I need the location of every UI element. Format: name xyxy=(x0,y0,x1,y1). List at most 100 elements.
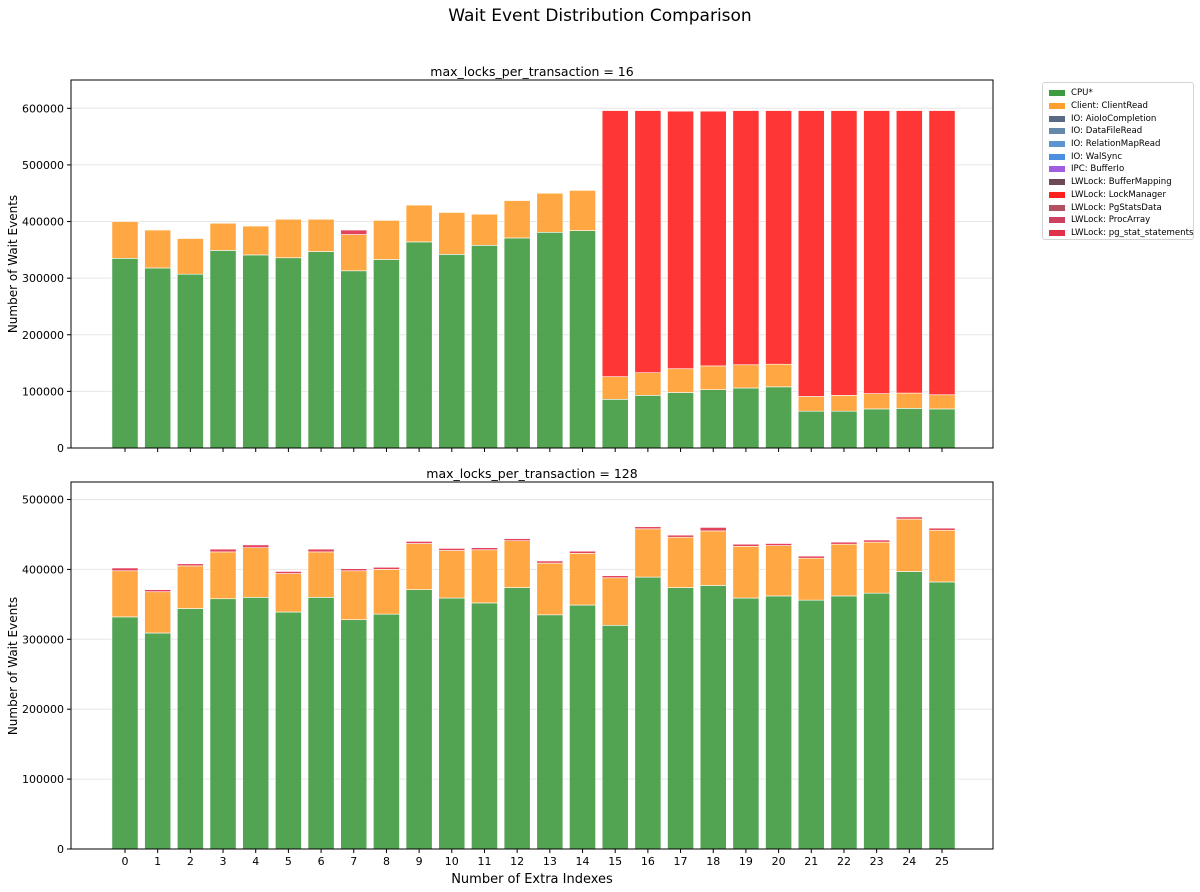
x-tick-label: 14 xyxy=(576,855,590,868)
bar-segment xyxy=(438,212,466,255)
bar-segment xyxy=(765,545,792,597)
bar-segment xyxy=(438,550,466,599)
legend-label: IO: RelationMapRead xyxy=(1071,139,1161,150)
bar-segment xyxy=(895,392,923,409)
bar-segment xyxy=(242,254,270,449)
bar-segment xyxy=(601,376,629,400)
bar-segment xyxy=(471,602,498,850)
legend-item: LWLock: pg_stat_statements xyxy=(1049,227,1193,240)
x-tick-label: 23 xyxy=(870,855,884,868)
bar-segment xyxy=(405,541,433,544)
bar-segment xyxy=(569,190,596,231)
subplot-bottom-bars xyxy=(111,516,956,850)
bar-segment xyxy=(111,258,139,449)
y-tick-label: 0 xyxy=(57,442,64,455)
bar-segment xyxy=(863,539,891,543)
x-tick-label: 12 xyxy=(510,855,524,868)
bar-segment xyxy=(928,394,956,410)
x-tick-label: 2 xyxy=(187,855,194,868)
bar-segment xyxy=(111,570,139,618)
bar-segment xyxy=(111,616,139,850)
bar-segment xyxy=(928,408,956,449)
legend-swatch xyxy=(1049,229,1065,236)
bar-segment xyxy=(863,393,891,410)
x-tick-label: 13 xyxy=(543,855,557,868)
bar-segment xyxy=(405,543,433,590)
bar-segment xyxy=(634,395,662,449)
legend-swatch xyxy=(1049,166,1065,173)
bar-segment xyxy=(536,560,564,564)
bar-segment xyxy=(373,220,400,260)
bar-segment xyxy=(928,527,956,531)
bar-segment xyxy=(765,363,792,388)
bar-segment xyxy=(928,110,956,396)
y-tick-label: 100000 xyxy=(22,773,64,786)
legend-item: Client: ClientRead xyxy=(1049,100,1193,113)
bar-segment xyxy=(634,372,662,396)
x-tick-label: 7 xyxy=(350,855,357,868)
bar-segment xyxy=(176,563,204,567)
bar-segment xyxy=(405,589,433,850)
bar-segment xyxy=(797,599,825,850)
bar-segment xyxy=(863,541,891,594)
bar-segment xyxy=(373,569,400,615)
bar-segment xyxy=(732,546,760,599)
x-tick-label: 3 xyxy=(220,855,227,868)
bar-segment xyxy=(797,110,825,397)
x-tick-label: 24 xyxy=(902,855,916,868)
bar-segment xyxy=(307,251,335,449)
bar-segment xyxy=(634,110,662,374)
bar-segment xyxy=(863,408,891,449)
bar-segment xyxy=(699,365,727,390)
subplot-top-frame xyxy=(70,79,994,449)
bar-segment xyxy=(144,589,172,593)
legend-label: Client: ClientRead xyxy=(1071,101,1148,112)
bar-segment xyxy=(144,267,172,449)
legend-item: IPC: BufferIo xyxy=(1049,163,1193,176)
x-tick-label: 4 xyxy=(252,855,259,868)
bar-segment xyxy=(797,557,825,601)
bar-segment xyxy=(373,566,400,570)
subplot-bottom-xaxis: 0 1 2 3 4 5 6 7 8 9 10 11 12 13 14 15 16 17 18 19 20 21 22 23 24… xyxy=(122,849,949,868)
x-tick-label: 10 xyxy=(445,855,459,868)
y-tick-label: 100000 xyxy=(22,385,64,398)
bar-segment xyxy=(765,543,792,546)
bar-segment xyxy=(176,238,204,275)
bar-segment xyxy=(765,386,792,449)
x-tick-label: 6 xyxy=(318,855,325,868)
bar-segment xyxy=(830,395,858,412)
bar-segment xyxy=(765,110,792,365)
bar-segment xyxy=(569,230,596,449)
bar-segment xyxy=(503,540,531,588)
x-tick-label: 16 xyxy=(641,855,655,868)
subplot-top-yaxis: 0 100000 200000 300000 400000 500000 600000 xyxy=(22,102,71,455)
legend-label: IO: DataFileRead xyxy=(1071,126,1143,137)
legend-swatch xyxy=(1049,179,1065,186)
y-tick-label: 400000 xyxy=(22,216,64,229)
bar-segment xyxy=(699,389,727,449)
bar-segment xyxy=(405,204,433,243)
bar-segment xyxy=(275,218,302,259)
legend-item: CPU* xyxy=(1049,87,1193,100)
bar-segment xyxy=(569,553,596,606)
bar-segment xyxy=(830,110,858,396)
bar-segment xyxy=(503,538,531,542)
y-tick-label: 300000 xyxy=(22,272,64,285)
x-tick-label: 0 xyxy=(122,855,129,868)
bar-segment xyxy=(144,229,172,269)
bar-segment xyxy=(307,218,335,252)
bar-segment xyxy=(699,110,727,367)
bar-segment xyxy=(699,527,727,532)
bar-segment xyxy=(667,110,694,370)
bar-segment xyxy=(438,548,466,551)
bar-segment xyxy=(895,408,923,449)
subplot-bottom-ylabel: Number of Wait Events xyxy=(6,597,20,735)
bar-segment xyxy=(373,613,400,850)
legend-swatch xyxy=(1049,191,1065,198)
legend-label: LWLock: LockManager xyxy=(1071,189,1166,200)
bar-segment xyxy=(275,571,302,574)
legend-item: LWLock: LockManager xyxy=(1049,189,1193,202)
x-tick-label: 8 xyxy=(383,855,390,868)
legend-swatch xyxy=(1049,153,1065,160)
